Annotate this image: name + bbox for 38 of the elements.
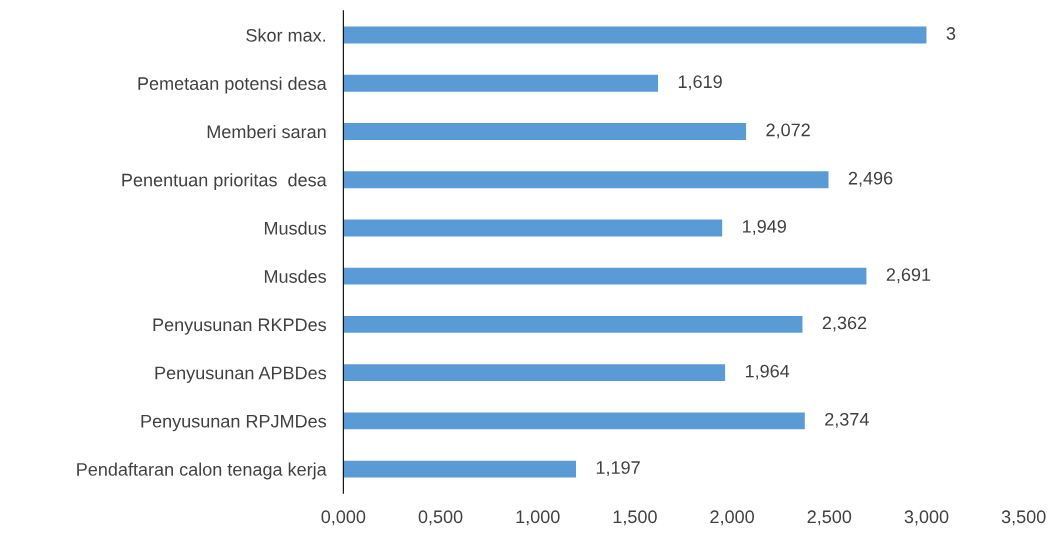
x-tick-label: 1,000: [516, 510, 560, 526]
y-tick-label: Pendaftaran calon tenaga kerja: [77, 462, 327, 480]
y-tick-label: Pemetaan potensi desa: [138, 76, 327, 94]
bar: [343, 315, 803, 333]
y-tick-label: Penyusunan APBDes: [155, 366, 327, 383]
y-tick-label: Musdus: [264, 221, 327, 235]
y-tick-label: Penyusunan RKPDes: [153, 318, 327, 335]
x-tick-label: 1,500: [613, 510, 657, 526]
x-tick-label: 2,500: [807, 510, 852, 526]
y-tick-label: Musdes: [264, 269, 327, 283]
x-tick-label: 3,500: [1001, 510, 1046, 526]
data-label: 1,964: [745, 364, 790, 380]
y-tick-label: Memberi saran: [207, 124, 326, 139]
bar: [343, 412, 805, 430]
x-tick-label: 0,000: [321, 510, 366, 526]
bar: [343, 74, 659, 92]
bar: [343, 219, 723, 237]
bar: [343, 267, 867, 285]
data-label: 2,374: [825, 412, 869, 428]
bar: [343, 123, 747, 140]
y-tick-label: Penyusunan RPJMDes: [141, 415, 327, 432]
x-tick-label: 3,000: [904, 510, 949, 526]
y-tick-label: Penentuan prioritas desa: [122, 173, 327, 190]
data-label: 2,496: [848, 171, 893, 187]
data-label: 2,072: [766, 123, 810, 139]
data-label: 1,197: [596, 461, 640, 477]
x-tick-label: 0,500: [418, 510, 463, 526]
data-label: 2,362: [822, 316, 867, 332]
bar: [343, 364, 726, 382]
bar: [343, 171, 829, 189]
y-tick-label: Skor max.: [246, 28, 326, 42]
data-label: 1,619: [678, 75, 722, 91]
bar: [343, 26, 927, 44]
data-label: 2,691: [886, 268, 931, 284]
x-tick-label: 2,000: [710, 510, 754, 526]
bar: [343, 460, 577, 478]
data-label: 3: [946, 27, 956, 40]
data-label: 1,949: [743, 220, 786, 235]
